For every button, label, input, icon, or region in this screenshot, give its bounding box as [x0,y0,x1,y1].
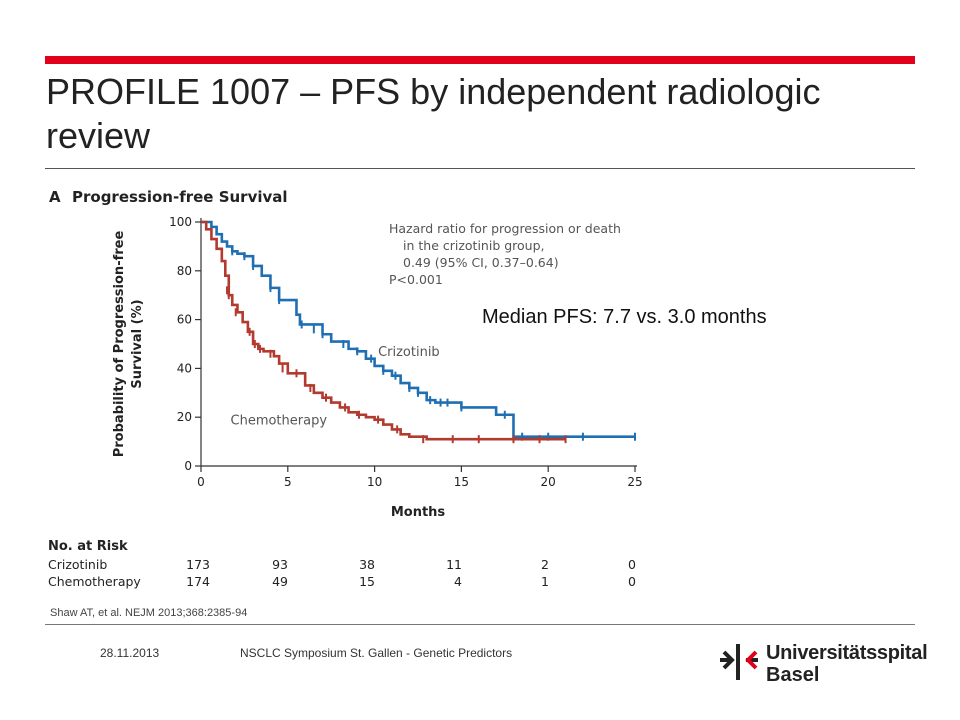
source-citation: Shaw AT, et al. NEJM 2013;368:2385-94 [50,607,248,619]
panel-letter: A [49,188,61,206]
x-tick-label: 20 [541,475,556,489]
title-accent-bar [45,56,915,64]
y-axis-label-line1: Probability of Progression-free [112,231,127,458]
series-label: Chemotherapy [231,414,328,429]
risk-table-cell: 0 [628,574,636,589]
logo-text-line2: Basel [766,664,820,686]
risk-table-title: No. at Risk [48,539,128,554]
risk-table-cell: 93 [272,557,288,572]
chart-title: Progression-free Survival [72,188,288,206]
risk-table-cell: 174 [186,574,210,589]
risk-table-cell: 1 [541,574,549,589]
risk-table-row-label: Chemotherapy [48,574,141,589]
y-axis-label-line2: Survival (%) [130,299,145,388]
median-pfs-note: Median PFS: 7.7 vs. 3.0 months [482,306,767,328]
risk-table-cell: 38 [359,557,375,572]
risk-table-cell: 173 [186,557,210,572]
risk-table-cell: 4 [454,574,462,589]
hazard-ratio-annotation-line: P<0.001 [389,272,443,287]
x-axis-label: Months [391,505,446,520]
y-tick-label: 0 [184,459,192,473]
x-tick-label: 15 [454,475,469,489]
x-tick-label: 5 [284,475,292,489]
hazard-ratio-annotation-line: 0.49 (95% CI, 0.37–0.64) [403,255,559,270]
slide-title: PROFILE 1007 – PFS by independent radiol… [46,71,821,156]
y-tick-label: 80 [177,264,192,278]
x-tick-label: 10 [367,475,382,489]
y-tick-label: 40 [177,361,192,375]
y-tick-label: 60 [177,313,192,327]
risk-table-cell: 0 [628,557,636,572]
y-tick-label: 100 [169,215,192,229]
risk-table-cell: 2 [541,557,549,572]
footer-event: NSCLC Symposium St. Gallen - Genetic Pre… [240,646,513,660]
hospital-logo: Universitätsspital Basel [718,640,928,688]
footer-date: 28.11.2013 [100,646,160,660]
logo-text-line1: Universitätsspital [766,642,928,664]
chemotherapy-curve [201,220,566,441]
risk-table-cell: 15 [359,574,375,589]
risk-table-row-label: Crizotinib [48,557,107,572]
crizotinib-curve [201,220,635,439]
y-tick-label: 20 [177,410,192,424]
logo-mark-icon [720,644,758,680]
series-label: Crizotinib [378,345,440,360]
risk-table-cell: 11 [446,557,462,572]
hazard-ratio-annotation-line: Hazard ratio for progression or death [389,221,621,236]
risk-table-cell: 49 [272,574,288,589]
hazard-ratio-annotation-line: in the crizotinib group, [403,238,545,253]
x-tick-label: 25 [627,475,642,489]
title-divider [45,168,915,169]
footer-divider [45,624,915,625]
x-tick-label: 0 [197,475,205,489]
km-chart: A Progression-free Survival 020406080100… [48,188,643,589]
